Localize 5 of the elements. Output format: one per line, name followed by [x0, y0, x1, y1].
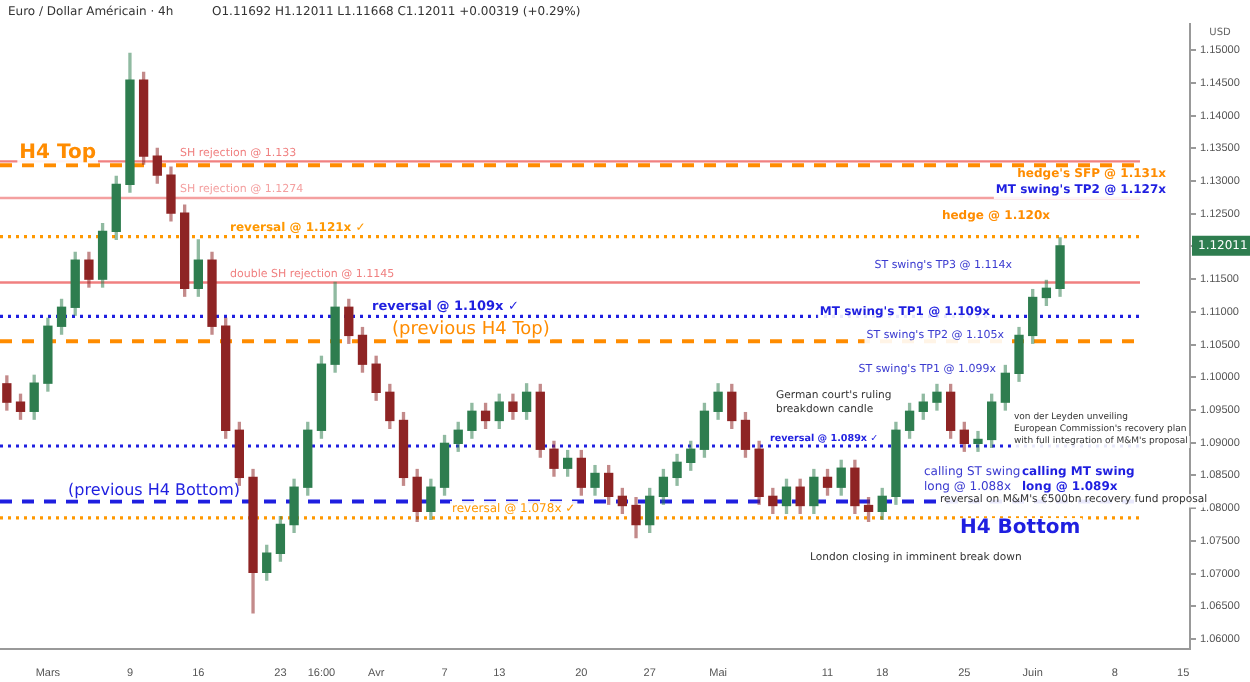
- ref-line-label: (previous H4 Bottom): [68, 480, 240, 499]
- annotation: H4 Bottom: [960, 517, 1081, 540]
- candlestick: [973, 430, 983, 452]
- ref-line-label: H4 Top: [19, 141, 96, 164]
- ref-line-label: (previous H4 Top): [392, 319, 550, 340]
